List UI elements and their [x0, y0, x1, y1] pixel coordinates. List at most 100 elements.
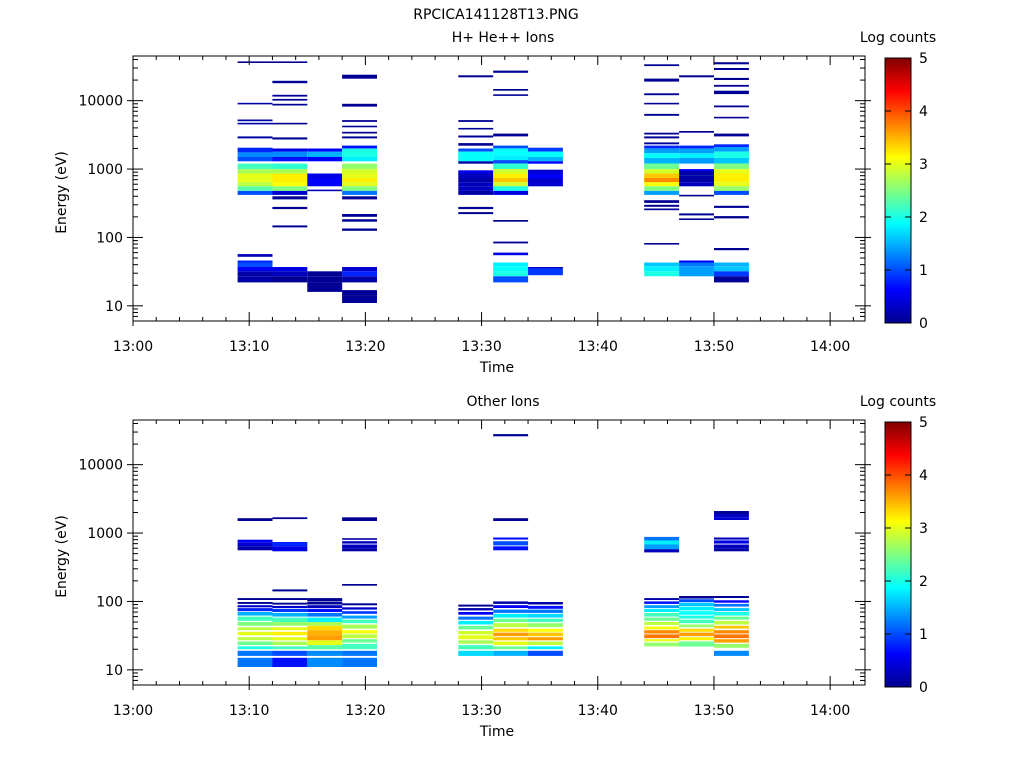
spectrogram-cell [493, 190, 529, 195]
spectrogram-cell [714, 205, 749, 208]
spectrogram-cell [342, 173, 377, 178]
spectrogram-cell [272, 542, 308, 547]
spectrogram-cell [237, 267, 273, 272]
spectrogram-cells [237, 434, 749, 667]
spectrogram-cell [644, 153, 680, 158]
spectrogram-cell [237, 627, 273, 631]
spectrogram-cell [458, 120, 494, 122]
spectrogram-cell [644, 145, 680, 149]
spectrogram-cell [493, 641, 529, 646]
spectrogram-cell [679, 158, 714, 164]
spectrogram-cell [644, 243, 680, 245]
spectrogram-cell [679, 632, 714, 637]
spectrogram-cell [679, 596, 714, 599]
y-tick-label: 1000 [87, 526, 123, 542]
spectrogram-cell [272, 182, 308, 187]
spectrogram-cell [644, 540, 680, 545]
spectrogram-cell [493, 271, 529, 277]
spectrogram-cell [237, 276, 273, 283]
spectrogram-cell [493, 646, 529, 650]
x-tick-label: 13:30 [461, 703, 501, 719]
spectrogram-cell [342, 603, 377, 606]
spectrogram-cell [679, 637, 714, 641]
spectrogram-cell [272, 80, 308, 84]
spectrogram-cell [493, 94, 529, 96]
spectrogram-cell [272, 157, 308, 162]
x-tick-label: 14:00 [810, 339, 850, 355]
spectrogram-cell [714, 105, 749, 108]
spectrogram-cell [307, 640, 343, 646]
spectrogram-cell [458, 645, 494, 650]
spectrogram-cell [272, 206, 308, 210]
spectrogram-cell [307, 178, 343, 187]
spectrogram-cell [237, 602, 273, 604]
spectrogram-cell [679, 131, 714, 133]
spectrogram-cell [714, 158, 749, 164]
spectrogram-cell [714, 77, 749, 80]
spectrogram-cell [307, 625, 343, 631]
spectrogram-cell [272, 276, 308, 283]
spectrogram-cell [342, 541, 377, 544]
spectrogram-cell [493, 537, 529, 540]
spectrogram-cell [493, 518, 529, 521]
spectrogram-cell [679, 641, 714, 647]
spectrogram-cell [714, 266, 749, 272]
spectrogram-cell [679, 602, 714, 606]
spectrogram-cell [644, 544, 680, 550]
spectrogram-cell [237, 657, 273, 667]
spectrogram-cell [679, 218, 714, 220]
spectrogram-cell [237, 622, 273, 626]
colorbar-tick-label: 3 [919, 521, 928, 537]
spectrogram-cell [644, 173, 680, 178]
spectrogram-cell [714, 163, 749, 169]
spectrogram-cell [493, 601, 529, 604]
spectrogram-cell [679, 213, 714, 216]
spectrogram-cell [679, 262, 714, 267]
spectrogram-cell [237, 542, 273, 547]
spectrogram-cell [342, 136, 377, 139]
spectrogram-cell [342, 145, 377, 149]
spectrogram-cell [307, 650, 343, 656]
spectrogram-cell [342, 267, 377, 272]
spectrogram-cell [272, 225, 308, 228]
spectrogram-cell [237, 616, 273, 621]
spectrogram-cell [493, 148, 529, 156]
spectrogram-cell [237, 539, 273, 543]
spectrogram-cell [714, 612, 749, 616]
spectrogram-cell [644, 601, 680, 604]
spectrogram-cell [528, 637, 563, 641]
spectrogram-cell [307, 608, 343, 612]
spectrogram-cell [272, 271, 308, 277]
spectrogram-cell [307, 635, 343, 641]
spectrogram-cell [458, 75, 494, 78]
spectrogram-cell [528, 641, 563, 646]
spectrogram-cell [342, 120, 377, 122]
spectrogram-cell [307, 151, 343, 157]
spectrogram-cell [644, 262, 680, 267]
spectrogram-cell [714, 248, 749, 251]
spectrogram-cell [307, 276, 343, 283]
panel-title: H+ He++ Ions [452, 30, 555, 46]
spectrogram-cell [644, 642, 680, 647]
spectrogram-cell [493, 160, 529, 164]
spectrogram-panel: 13:00 13:10 13:20 13:30 13:40 13:50 14:0010100… [54, 394, 936, 740]
spectrogram-cell [528, 609, 563, 613]
spectrogram-cell [714, 537, 749, 540]
spectrogram-cell [272, 173, 308, 178]
spectrogram-cell [237, 637, 273, 641]
spectrogram-cell [644, 178, 680, 183]
page-title: RPCICA141128T13.PNG [413, 7, 578, 23]
spectrogram-cell [237, 271, 273, 277]
spectrogram-cell [714, 620, 749, 625]
spectrogram-cell [342, 607, 377, 610]
spectrogram-cell [493, 434, 529, 437]
spectrogram-cell [644, 598, 680, 600]
spectrogram-cell [307, 622, 343, 626]
spectrogram-cell [714, 630, 749, 634]
colorbar-tick-label: 4 [919, 468, 928, 484]
x-tick-label: 13:50 [694, 703, 734, 719]
spectrogram-cell [272, 137, 308, 140]
spectrogram-cell [714, 616, 749, 620]
spectrogram-cell [342, 186, 377, 191]
